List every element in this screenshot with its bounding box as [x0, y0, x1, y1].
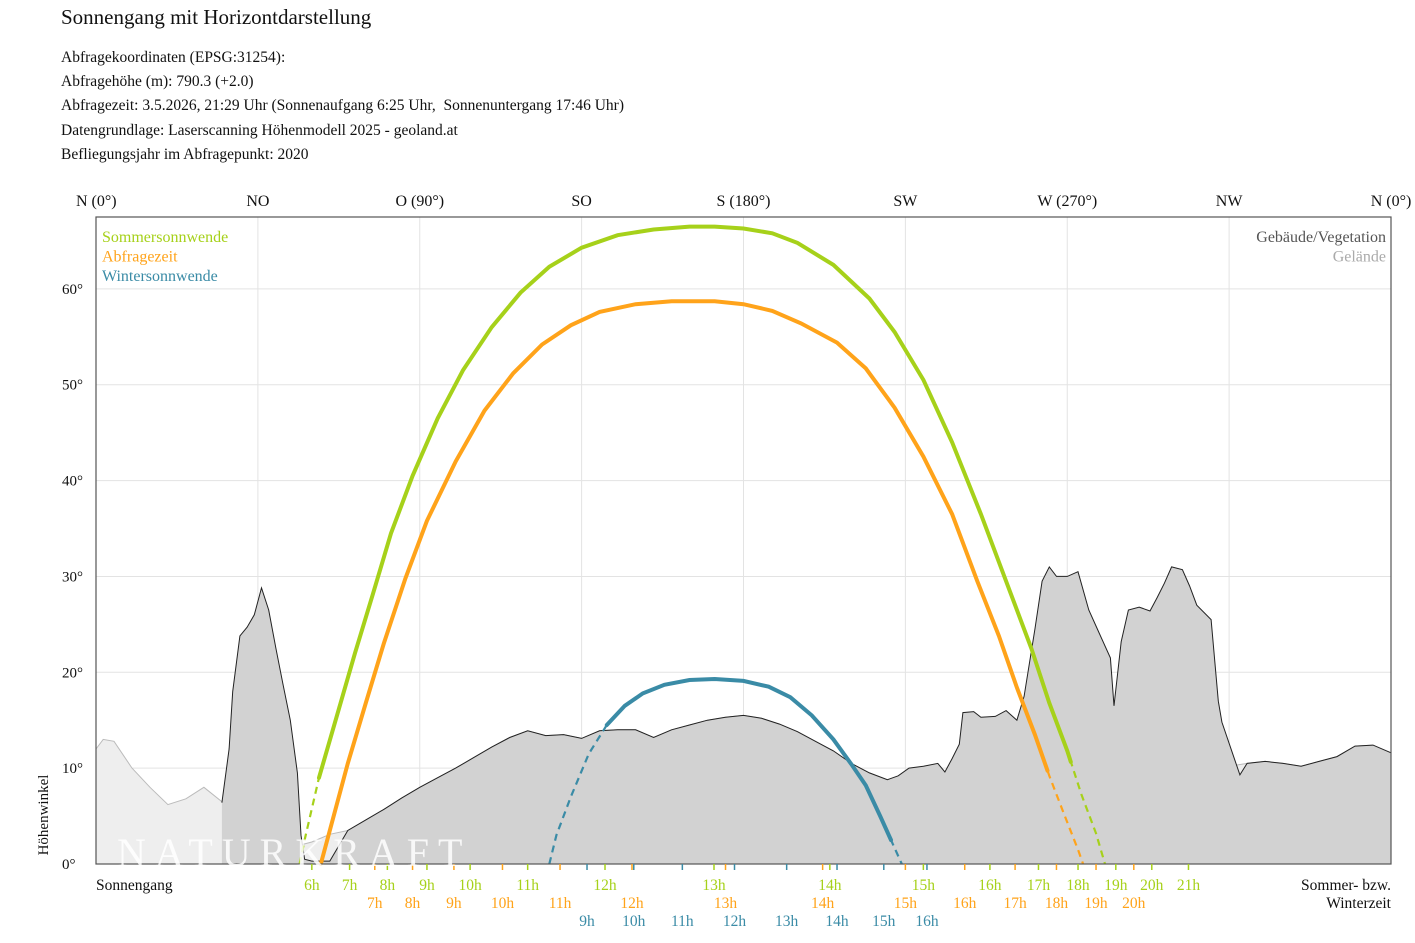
legend-right-item: Gelände: [1333, 249, 1386, 266]
legend-left-item: Wintersonnwende: [102, 268, 218, 285]
watermark-logo: NATURKRAFT: [117, 830, 471, 875]
direction-label: SO: [571, 193, 591, 210]
y-tick-label: 20°: [62, 665, 83, 681]
hour-label: 18h: [1045, 895, 1069, 912]
bottom-right-label: Sommer- bzw.: [1301, 877, 1391, 894]
info-height: Abfragehöhe (m): 790.3 (+2.0): [61, 73, 254, 91]
direction-label: SW: [893, 193, 918, 210]
hour-label: 19h: [1084, 895, 1108, 912]
plot-frame: [95, 216, 1392, 865]
direction-label: NW: [1216, 193, 1244, 210]
hour-label: 17h: [1027, 877, 1051, 894]
y-tick-label: 30°: [62, 569, 83, 585]
hour-label: 21h: [1177, 877, 1201, 894]
info-query-time: Abfragezeit: 3.5.2026, 21:29 Uhr (Sonnen…: [61, 97, 625, 115]
hour-label: 15h: [872, 913, 896, 930]
legend-left-item: Abfragezeit: [102, 249, 178, 266]
buildings-layer: [221, 565, 1392, 864]
hour-label: 7h: [367, 895, 383, 912]
hour-label: 14h: [825, 913, 849, 930]
hour-label: 7h: [342, 877, 358, 894]
hour-label: 20h: [1122, 895, 1146, 912]
hour-label: 9h: [419, 877, 435, 894]
hour-label: 8h: [405, 895, 421, 912]
hour-label: 20h: [1140, 877, 1164, 894]
direction-label: S (180°): [717, 193, 771, 210]
buildings-area: [221, 566, 1391, 864]
buildings-outline: [221, 565, 1392, 862]
hour-label: 13h: [775, 913, 799, 930]
hour-label: 18h: [1066, 877, 1090, 894]
legend-left-item: Sommersonnwende: [102, 229, 228, 246]
bottom-left-label: Sonnengang: [96, 877, 173, 894]
hour-label: 14h: [811, 895, 835, 912]
hour-label: 16h: [915, 913, 939, 930]
direction-label: W (270°): [1037, 193, 1097, 210]
hour-label: 8h: [380, 877, 396, 894]
hour-label: 19h: [1104, 877, 1128, 894]
sun-path-sommersonnwende: [317, 224, 1073, 780]
y-tick-label: 40°: [62, 474, 83, 490]
bottom-right-label: Winterzeit: [1326, 895, 1391, 912]
hour-label: 9h: [446, 895, 462, 912]
hour-label: 10h: [491, 895, 515, 912]
chart-title: Sonnengang mit Horizontdarstellung: [61, 5, 372, 29]
hour-label: 10h: [458, 877, 482, 894]
hour-label: 13h: [702, 877, 726, 894]
hour-label: 15h: [912, 877, 936, 894]
direction-label: N (0°): [1371, 193, 1412, 210]
y-tick-label: 10°: [62, 761, 83, 777]
hour-label: 14h: [818, 877, 842, 894]
y-axis-label: Höhenwinkel: [36, 775, 52, 856]
direction-label: NO: [246, 193, 269, 210]
query-info: Abfragekoordinaten (EPSG:31254): Abfrage…: [61, 46, 624, 167]
info-data-source: Datengrundlage: Laserscanning Höhenmodel…: [61, 121, 458, 139]
hour-label: 11h: [549, 895, 572, 912]
sun-path-abfragezeit: [318, 299, 1050, 866]
labels: N (0°) NO O (90°) SO S (180°) SW W (270°) NW N (…: [36, 193, 1411, 930]
hour-label: 13h: [714, 895, 738, 912]
hour-label: 16h: [953, 895, 977, 912]
axes: [95, 216, 1392, 870]
hour-label: 12h: [620, 895, 644, 912]
hour-label: 12h: [723, 913, 747, 930]
hour-label: 10h: [622, 913, 646, 930]
y-tick-label: 50°: [62, 378, 83, 394]
y-tick-label: 60°: [62, 282, 83, 298]
sun-path-dashed-wintersonnwende: [548, 677, 903, 865]
direction-label: N (0°): [76, 193, 117, 210]
hour-label: 16h: [978, 877, 1002, 894]
hour-label: 11h: [516, 877, 539, 894]
info-coordinates: Abfragekoordinaten (EPSG:31254):: [61, 49, 286, 66]
direction-label: O (90°): [395, 193, 444, 210]
hour-label: 9h: [579, 913, 595, 930]
legend-right-item: Gebäude/Vegetation: [1256, 229, 1386, 246]
hour-label: 12h: [593, 877, 617, 894]
sun-paths: [298, 224, 1107, 866]
info-flight-year: Befliegungsjahr im Abfragepunkt: 2020: [61, 145, 309, 163]
sun-path-wintersonnwende: [604, 676, 893, 842]
hour-label: 6h: [304, 877, 320, 894]
y-tick-label: 0°: [62, 857, 76, 873]
hour-label: 15h: [894, 895, 918, 912]
hour-label: 11h: [671, 913, 694, 930]
hour-label: 17h: [1003, 895, 1027, 912]
